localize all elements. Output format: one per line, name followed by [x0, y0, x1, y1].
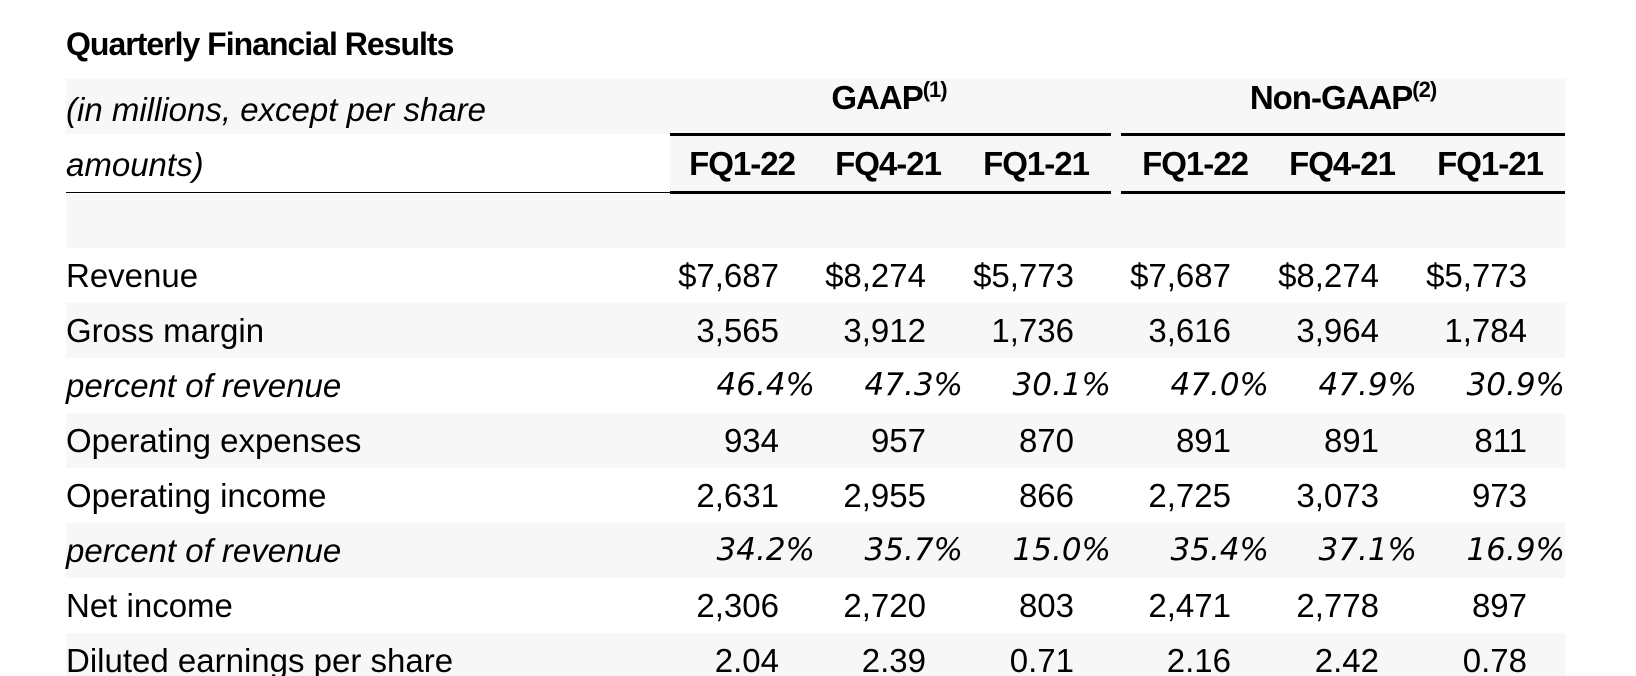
cell: 0.71 — [1009, 642, 1074, 676]
cell: 973 — [1471, 477, 1527, 514]
row-label: Operating income — [66, 477, 327, 514]
footnote-mark: (2) — [1412, 77, 1437, 102]
cell: 3,964 — [1296, 312, 1379, 349]
group-header: Non-GAAP(2) — [1143, 78, 1543, 118]
column-header: FQ4-21 — [835, 145, 942, 182]
cell: 3,073 — [1296, 477, 1379, 514]
group-rule — [670, 133, 1111, 136]
row-label: Revenue — [66, 257, 199, 294]
footnote-mark: (1) — [922, 77, 948, 102]
group-header: GAAP(1) — [689, 78, 1089, 118]
cell: 866 — [1018, 477, 1074, 514]
cell: 3,565 — [696, 312, 779, 349]
cell: 2,471 — [1148, 587, 1231, 624]
cell: 47.3% — [864, 367, 963, 403]
row-shade — [66, 303, 1565, 358]
cell: 957 — [870, 422, 926, 459]
cell: 934 — [723, 422, 779, 459]
cell: 2.04 — [714, 642, 779, 676]
cell: 803 — [1018, 587, 1074, 624]
row-label: percent of revenue — [66, 532, 342, 569]
cell: 891 — [1175, 422, 1231, 459]
group-label: GAAP — [831, 79, 923, 116]
cell: $7,687 — [1130, 257, 1231, 294]
column-header: FQ4-21 — [1289, 145, 1396, 182]
cell: $5,773 — [1426, 257, 1527, 294]
unit-note: (in millions, except per share amounts) — [66, 91, 487, 183]
cell: 2.42 — [1314, 642, 1379, 676]
cell: 35.7% — [864, 532, 963, 568]
cell: 2,631 — [696, 477, 779, 514]
row-label: Diluted earnings per share — [66, 642, 454, 676]
cell: $5,773 — [973, 257, 1074, 294]
cell: 35.4% — [1170, 532, 1269, 568]
row-shade — [66, 413, 1565, 468]
cell: 37.1% — [1318, 532, 1417, 568]
cell: 2,720 — [843, 587, 926, 624]
spacer-row — [66, 194, 1565, 248]
group-label: Non-GAAP — [1249, 79, 1413, 116]
cell: 34.2% — [716, 532, 815, 568]
cell: 15.0% — [1012, 532, 1111, 568]
header-rule — [1121, 191, 1565, 194]
row-label: Net income — [66, 587, 233, 624]
cell: $8,274 — [825, 257, 926, 294]
row-shade — [66, 633, 1565, 676]
header-shade — [670, 134, 1565, 193]
cell: 47.0% — [1170, 367, 1269, 403]
row-label: Operating expenses — [66, 422, 362, 459]
cell: 30.1% — [1012, 367, 1111, 403]
cell: 2.16 — [1166, 642, 1231, 676]
column-header: FQ1-21 — [983, 145, 1090, 182]
row-label: Gross margin — [66, 312, 265, 349]
cell: 811 — [1474, 422, 1527, 459]
cell: $7,687 — [678, 257, 779, 294]
cell: 870 — [1018, 422, 1074, 459]
cell: 3,912 — [843, 312, 926, 349]
cell: 46.4% — [716, 367, 815, 403]
cell: 2,778 — [1296, 587, 1379, 624]
cell: 47.9% — [1318, 367, 1417, 403]
cell: 2,306 — [696, 587, 779, 624]
cell: 891 — [1323, 422, 1379, 459]
row-label: percent of revenue — [66, 367, 342, 404]
cell: 3,616 — [1148, 312, 1231, 349]
cell: $8,274 — [1278, 257, 1379, 294]
cell: 1,784 — [1444, 312, 1527, 349]
cell: 30.9% — [1466, 367, 1565, 403]
header-rule — [670, 191, 1111, 194]
header-shade — [66, 79, 1565, 134]
cell: 2,725 — [1148, 477, 1231, 514]
column-header: FQ1-22 — [1142, 145, 1249, 182]
cell: 0.78 — [1462, 642, 1527, 676]
cell: 16.9% — [1466, 532, 1565, 568]
column-header: FQ1-22 — [689, 145, 796, 182]
cell: 1,736 — [991, 312, 1074, 349]
cell: 2,955 — [843, 477, 926, 514]
group-rule — [1121, 133, 1565, 136]
cell: 2.39 — [861, 642, 926, 676]
cell: 897 — [1471, 587, 1527, 624]
header-rule — [66, 192, 670, 193]
row-shade — [66, 523, 1565, 578]
column-header: FQ1-21 — [1437, 145, 1544, 182]
title: Quarterly Financial Results — [66, 26, 454, 62]
